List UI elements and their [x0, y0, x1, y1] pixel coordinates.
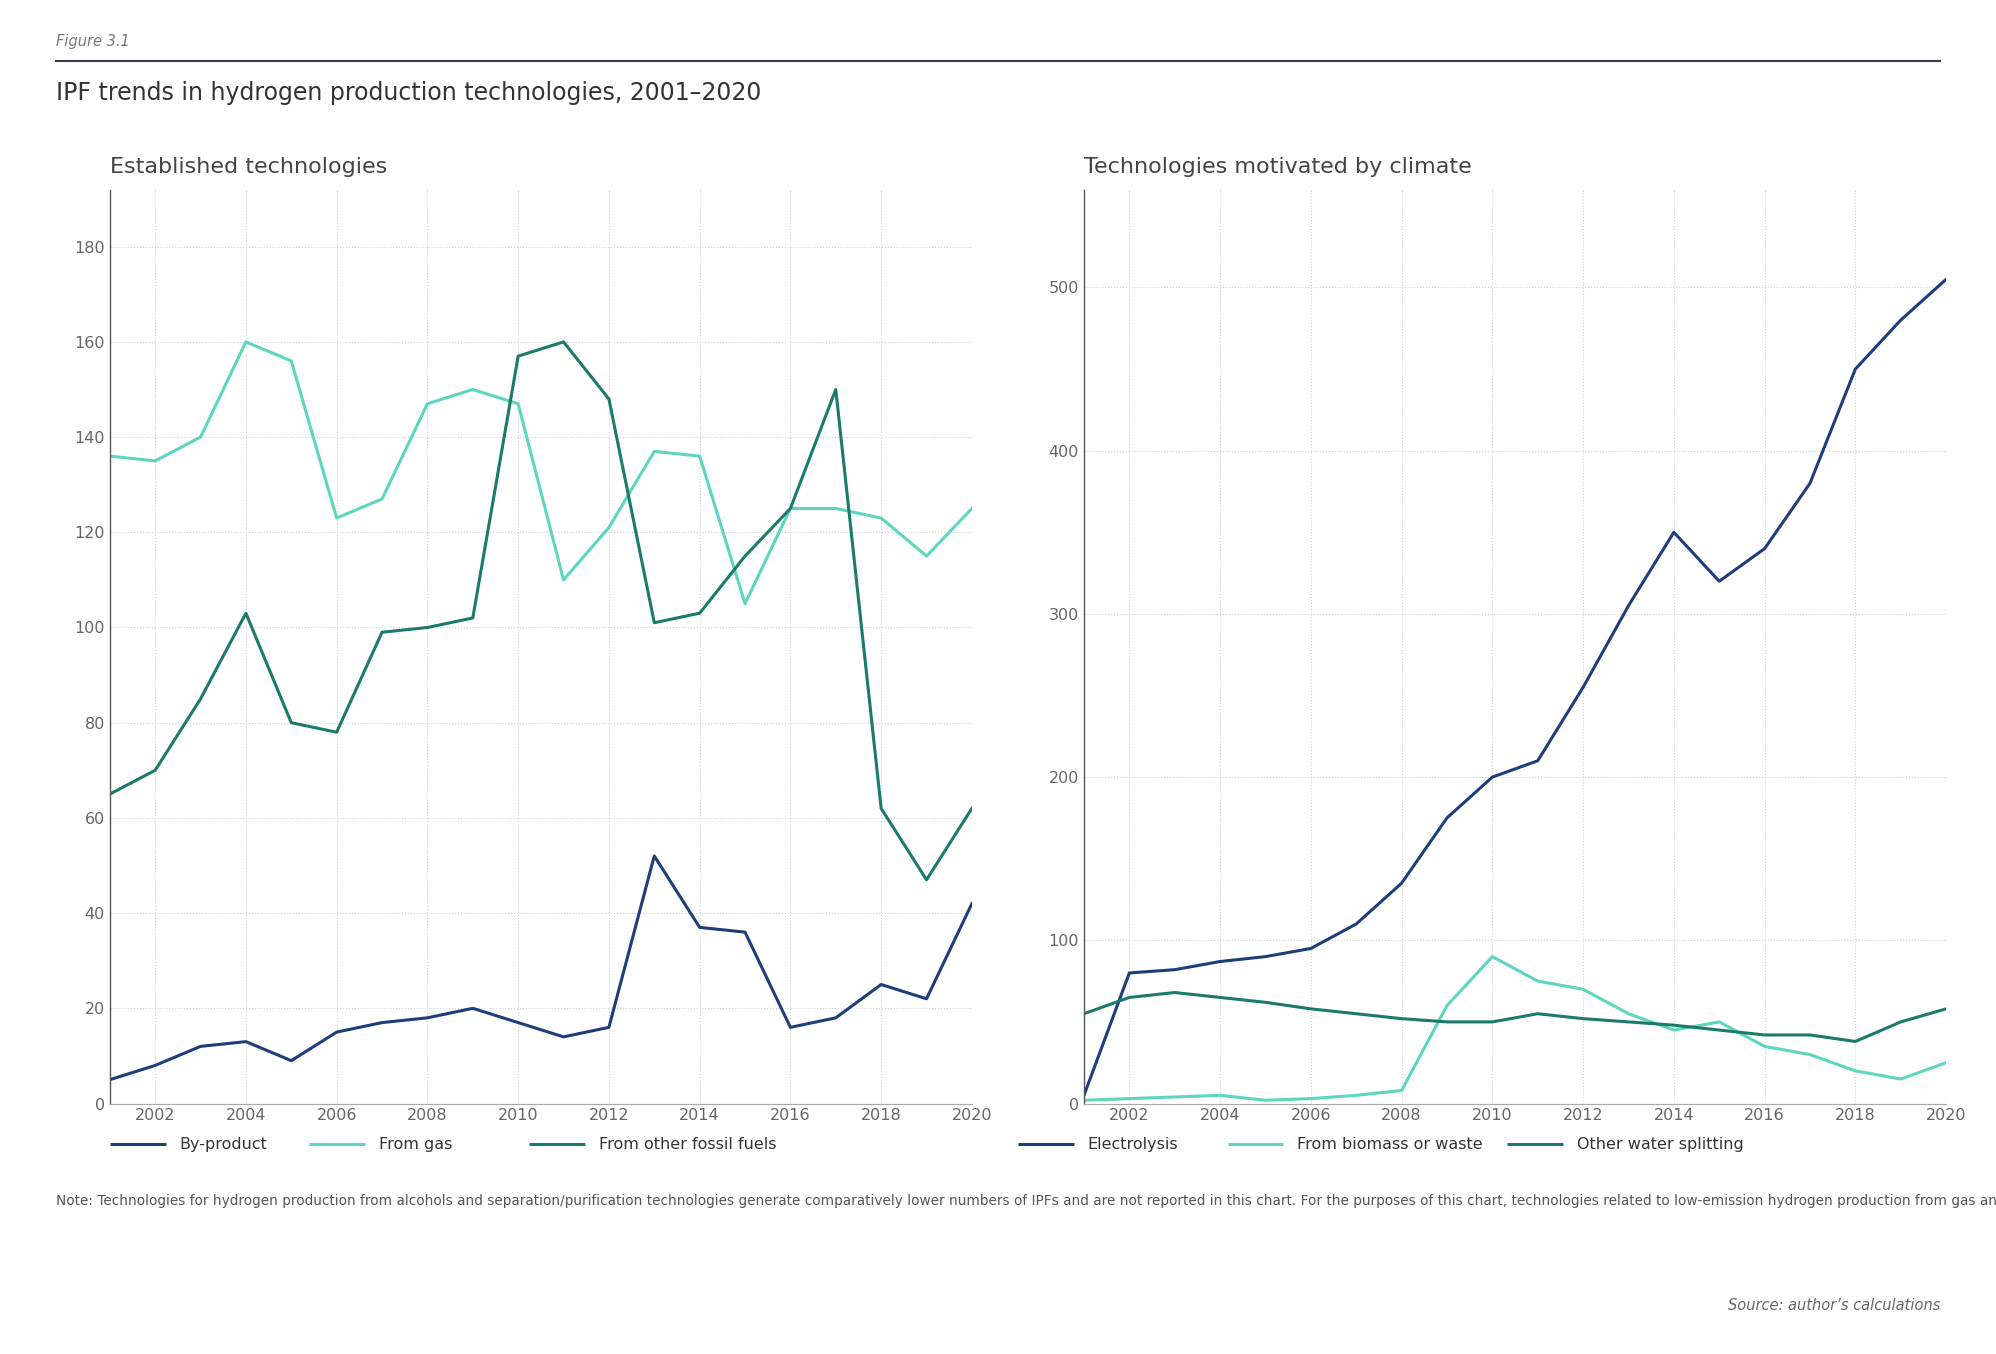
Text: By-product: By-product — [180, 1136, 267, 1152]
Text: Source: author’s calculations: Source: author’s calculations — [1729, 1298, 1940, 1313]
Text: IPF trends in hydrogen production technologies, 2001–2020: IPF trends in hydrogen production techno… — [56, 81, 760, 106]
Text: Other water splitting: Other water splitting — [1577, 1136, 1745, 1152]
Text: Technologies motivated by climate: Technologies motivated by climate — [1084, 157, 1471, 177]
Text: From biomass or waste: From biomass or waste — [1297, 1136, 1483, 1152]
Text: Established technologies: Established technologies — [110, 157, 387, 177]
Text: Note: Technologies for hydrogen production from alcohols and separation/purifica: Note: Technologies for hydrogen producti… — [56, 1194, 1996, 1208]
Text: From gas: From gas — [379, 1136, 453, 1152]
Text: Electrolysis: Electrolysis — [1088, 1136, 1178, 1152]
Text: Figure 3.1: Figure 3.1 — [56, 34, 130, 49]
Text: From other fossil fuels: From other fossil fuels — [599, 1136, 776, 1152]
